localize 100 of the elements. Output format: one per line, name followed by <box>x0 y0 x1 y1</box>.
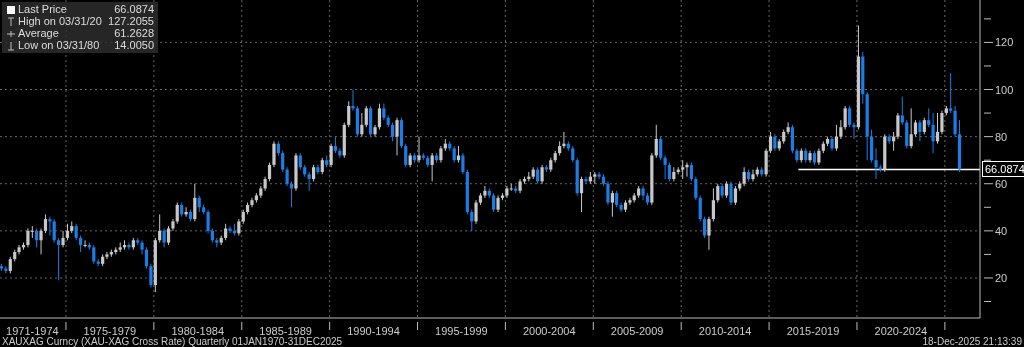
candlestick <box>896 112 900 140</box>
candlestick <box>905 119 909 149</box>
candlestick <box>281 150 285 173</box>
candlestick <box>193 183 197 222</box>
candlestick <box>267 162 272 182</box>
candlestick <box>127 242 131 251</box>
candlestick <box>35 227 39 248</box>
candlestick <box>52 218 56 244</box>
candlestick <box>540 164 544 185</box>
candlestick <box>685 162 689 178</box>
x-tick-label: 1971-1974 <box>6 325 59 337</box>
candlestick <box>689 162 693 182</box>
candlestick <box>711 187 715 222</box>
candlestick <box>43 213 48 234</box>
y-tick-label: 40 <box>995 224 1008 237</box>
candlestick <box>606 180 610 206</box>
y-tick-label: 120 <box>995 36 1014 49</box>
annotation: Low on 03/31/80 <box>18 39 100 51</box>
x-tick-label: 2005-2009 <box>610 325 664 337</box>
candlestick <box>140 239 144 255</box>
candlestick <box>843 105 847 131</box>
candlestick <box>61 230 65 248</box>
candlestick <box>461 152 465 175</box>
candlestick <box>900 96 904 126</box>
candlestick <box>909 107 913 149</box>
candlestick <box>26 227 30 248</box>
y-tick-label: 100 <box>995 83 1014 96</box>
candlestick <box>610 190 614 218</box>
candlestick <box>329 143 333 168</box>
candlestick <box>579 176 584 213</box>
candlestick <box>874 147 878 180</box>
candlestick <box>768 131 773 154</box>
candlestick <box>584 176 588 185</box>
candlestick <box>949 72 953 114</box>
candlestick <box>417 136 421 164</box>
x-tick-label: 2020-2024 <box>874 325 928 337</box>
y-tick-label: 80 <box>995 130 1008 143</box>
candlestick <box>628 197 632 206</box>
candlestick <box>351 89 355 112</box>
candlestick <box>597 171 601 180</box>
candlestick <box>474 199 478 225</box>
x-tick-label: 2010-2014 <box>698 325 752 337</box>
candlestick <box>391 121 395 142</box>
candlestick <box>57 237 61 281</box>
candlestick <box>764 147 768 178</box>
candlestick <box>83 239 87 248</box>
candlestick <box>698 195 702 222</box>
candlestick <box>39 227 43 255</box>
candlestick <box>430 152 434 182</box>
candlestick <box>285 166 289 187</box>
candlestick <box>395 117 399 156</box>
candlestick <box>377 103 382 131</box>
candlestick <box>790 124 795 154</box>
candlestick <box>847 105 852 128</box>
candlestick <box>786 121 790 135</box>
candlestick <box>105 251 109 260</box>
candlestick <box>918 119 922 142</box>
text: XAUXAG Curncy (XAU-XAG Cross Rate) Quarterly 01JAN1970-31DEC2025 <box>2 336 343 347</box>
candlestick <box>667 162 672 182</box>
candlestick <box>733 185 738 206</box>
candlestick <box>92 244 96 265</box>
candlestick <box>364 105 368 128</box>
candlestick <box>751 169 755 182</box>
candlestick <box>162 227 166 248</box>
candlestick <box>839 119 843 140</box>
annotation: 14.0050 <box>114 39 154 51</box>
annotation: High on 03/31/20 <box>18 15 102 27</box>
candlestick <box>158 213 162 244</box>
candlestick <box>681 159 685 180</box>
x-tick-label: 1985-1989 <box>259 325 312 337</box>
candlestick <box>347 100 351 128</box>
candlestick <box>931 112 935 154</box>
candlestick <box>940 110 944 135</box>
annotation: Average <box>18 27 59 39</box>
candlestick <box>935 112 940 145</box>
candlestick <box>654 124 658 159</box>
candlestick <box>360 112 364 138</box>
x-tick-label: 2000-2004 <box>522 325 576 337</box>
x-tick-label: 1995-1999 <box>435 325 488 337</box>
candlestick <box>166 225 171 246</box>
candlestick <box>492 192 496 213</box>
candlestick <box>870 129 874 164</box>
annotation: 66.0874 <box>114 3 154 15</box>
candlestick <box>562 131 566 149</box>
series-label: 66.0874 <box>982 161 1024 178</box>
candlestick <box>852 121 856 140</box>
text: 18-Dec-2025 21:13:39 <box>922 336 1022 347</box>
candlestick <box>702 216 707 239</box>
candlestick <box>470 209 474 232</box>
candlestick <box>272 140 276 168</box>
candlestick <box>144 246 149 270</box>
candlestick <box>707 216 711 251</box>
candlestick <box>659 136 663 161</box>
x-tick-label: 1980-1984 <box>171 325 225 337</box>
candlestick <box>483 185 487 199</box>
annotation: Last Price <box>18 3 67 15</box>
x-tick-label: 1975-1979 <box>83 325 137 337</box>
candlestick <box>716 183 720 204</box>
candlestick <box>953 105 957 138</box>
candlestick <box>927 107 931 128</box>
